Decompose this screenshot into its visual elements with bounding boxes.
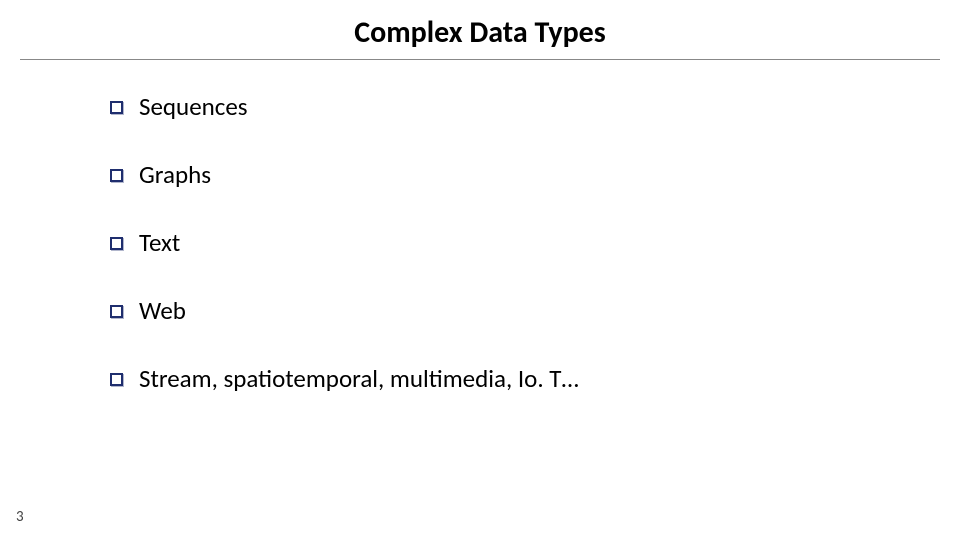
- slide-title: Complex Data Types: [0, 0, 960, 59]
- bullet-label: Stream, spatiotemporal, multimedia, Io. …: [139, 364, 579, 394]
- slide: Complex Data Types Sequences Graphs Text…: [0, 0, 960, 540]
- bullet-label: Web: [139, 296, 186, 326]
- list-item: Text: [110, 228, 960, 258]
- square-bullet-icon: [110, 101, 123, 114]
- page-number: 3: [16, 508, 24, 526]
- list-item: Stream, spatiotemporal, multimedia, Io. …: [110, 364, 960, 394]
- square-bullet-icon: [110, 305, 123, 318]
- list-item: Web: [110, 296, 960, 326]
- slide-content: Sequences Graphs Text Web Stream, spatio…: [0, 60, 960, 394]
- square-bullet-icon: [110, 237, 123, 250]
- bullet-label: Graphs: [139, 160, 211, 190]
- bullet-label: Text: [139, 228, 180, 258]
- square-bullet-icon: [110, 169, 123, 182]
- bullet-label: Sequences: [139, 92, 248, 122]
- list-item: Sequences: [110, 92, 960, 122]
- square-bullet-icon: [110, 373, 123, 386]
- list-item: Graphs: [110, 160, 960, 190]
